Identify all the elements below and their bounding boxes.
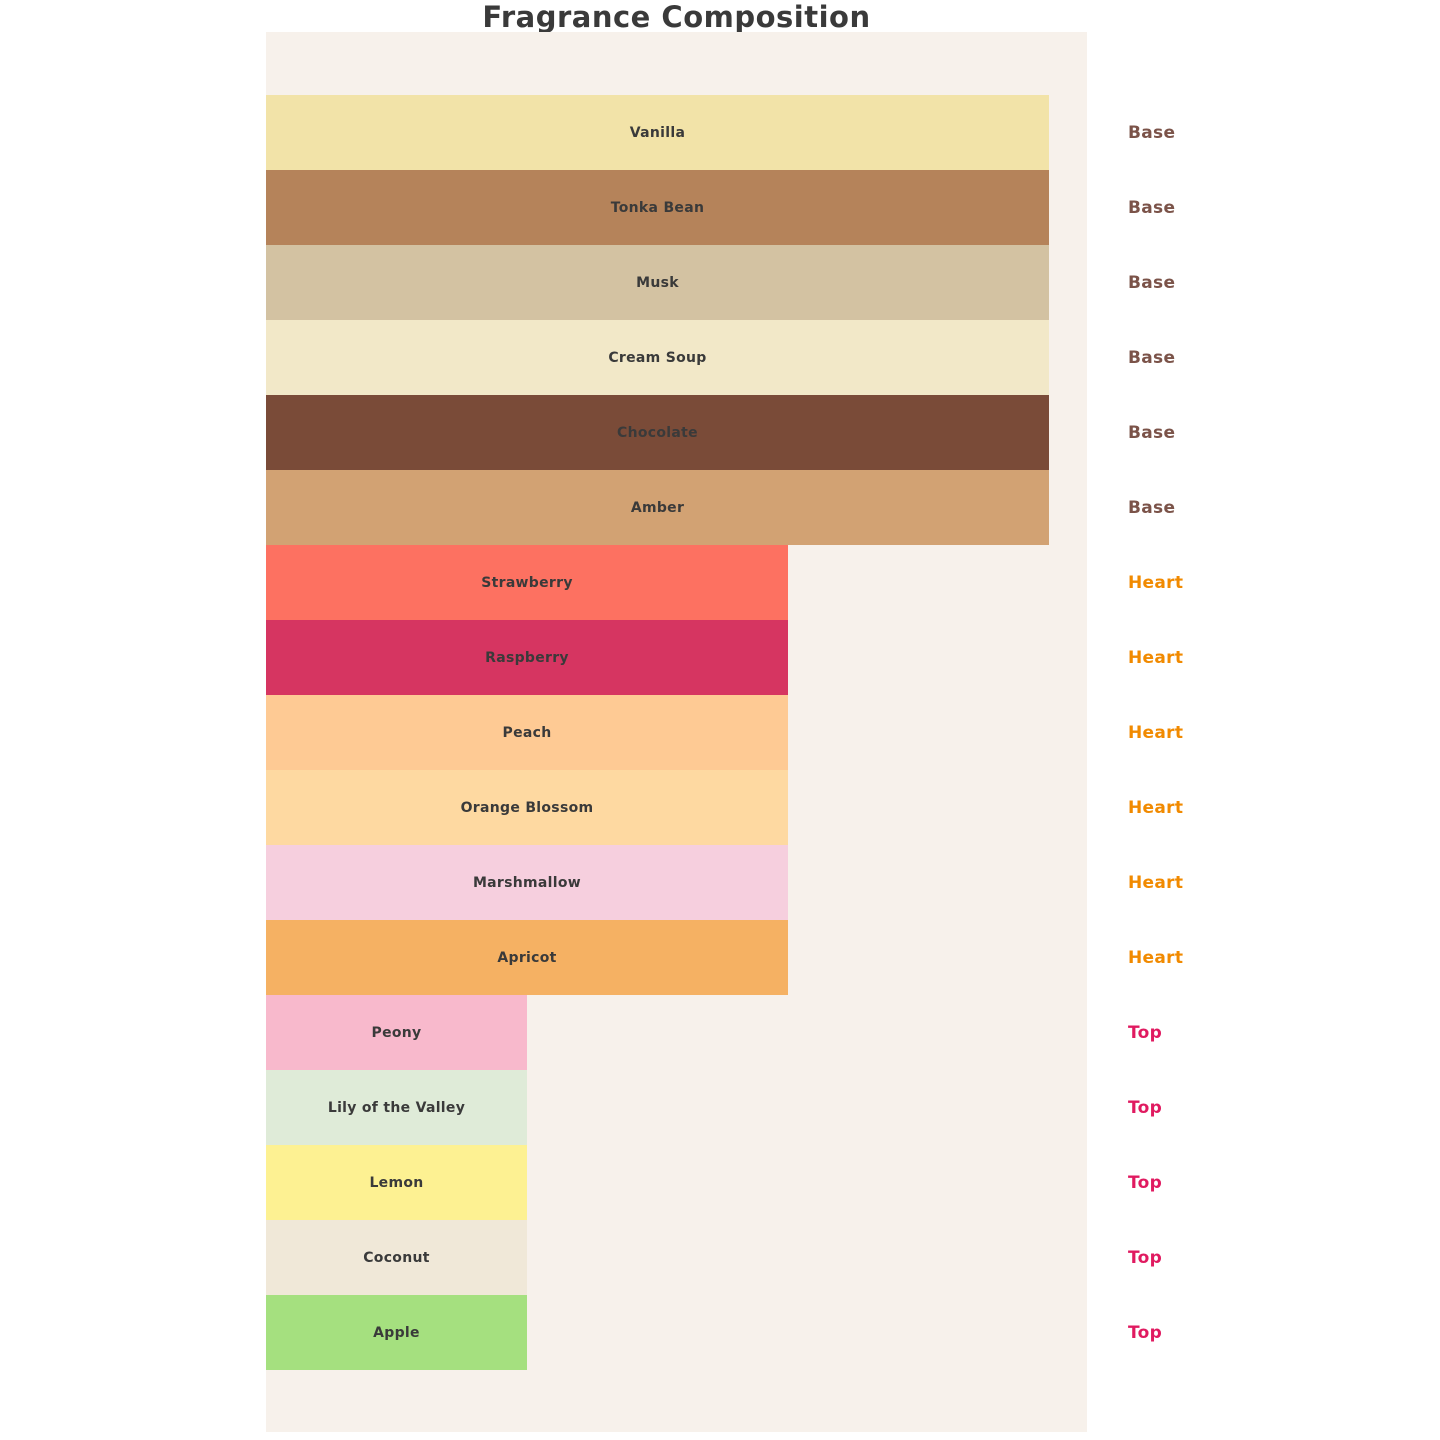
note-label: Cream Soup: [608, 349, 707, 366]
note-bar-peach: Peach: [266, 695, 788, 770]
note-bar-lily-of-the-valley: Lily of the Valley: [266, 1070, 527, 1145]
note-label: Apple: [373, 1324, 420, 1341]
note-label: Strawberry: [481, 574, 573, 591]
note-label: Marshmallow: [472, 874, 582, 891]
note-label: Lemon: [369, 1174, 424, 1191]
note-label: Musk: [636, 274, 679, 291]
note-bar-strawberry: Strawberry: [266, 545, 788, 620]
note-bar-coconut: Coconut: [266, 1220, 527, 1295]
note-bar-orange-blossom: Orange Blossom: [266, 770, 788, 845]
group-label: Heart: [1128, 872, 1184, 893]
note-label: Coconut: [363, 1249, 430, 1266]
group-label: Base: [1128, 272, 1176, 293]
note-label: Amber: [630, 499, 685, 516]
group-label: Top: [1128, 1172, 1163, 1193]
group-label: Heart: [1128, 722, 1184, 743]
note-label: Chocolate: [617, 424, 698, 441]
group-label: Base: [1128, 347, 1176, 368]
note-label: Orange Blossom: [460, 799, 594, 816]
note-bar-amber: Amber: [266, 470, 1049, 545]
note-bar-chocolate: Chocolate: [266, 395, 1049, 470]
note-label: Lily of the Valley: [327, 1099, 466, 1116]
group-label: Base: [1128, 422, 1176, 443]
chart-title: Fragrance Composition: [482, 0, 871, 34]
note-label: Tonka Bean: [610, 199, 705, 216]
note-bar-marshmallow: Marshmallow: [266, 845, 788, 920]
group-label: Base: [1128, 197, 1176, 218]
group-label: Top: [1128, 1247, 1163, 1268]
note-label: Raspberry: [485, 649, 569, 666]
group-label: Heart: [1128, 572, 1184, 593]
note-label: Peony: [371, 1024, 422, 1041]
note-bar-vanilla: Vanilla: [266, 95, 1049, 170]
note-bar-raspberry: Raspberry: [266, 620, 788, 695]
note-label: Vanilla: [629, 124, 686, 141]
note-bar-musk: Musk: [266, 245, 1049, 320]
note-label: Apricot: [497, 949, 557, 966]
note-bar-cream-soup: Cream Soup: [266, 320, 1049, 395]
group-label: Top: [1128, 1322, 1163, 1343]
group-label: Base: [1128, 122, 1176, 143]
note-bar-apricot: Apricot: [266, 920, 788, 995]
group-label: Heart: [1128, 647, 1184, 668]
note-bar-apple: Apple: [266, 1295, 527, 1370]
group-label: Heart: [1128, 947, 1184, 968]
group-label: Top: [1128, 1022, 1163, 1043]
group-label: Base: [1128, 497, 1176, 518]
note-bar-tonka-bean: Tonka Bean: [266, 170, 1049, 245]
note-label: Peach: [502, 724, 552, 741]
group-label: Heart: [1128, 797, 1184, 818]
group-label: Top: [1128, 1097, 1163, 1118]
note-bar-lemon: Lemon: [266, 1145, 527, 1220]
note-bar-peony: Peony: [266, 995, 527, 1070]
